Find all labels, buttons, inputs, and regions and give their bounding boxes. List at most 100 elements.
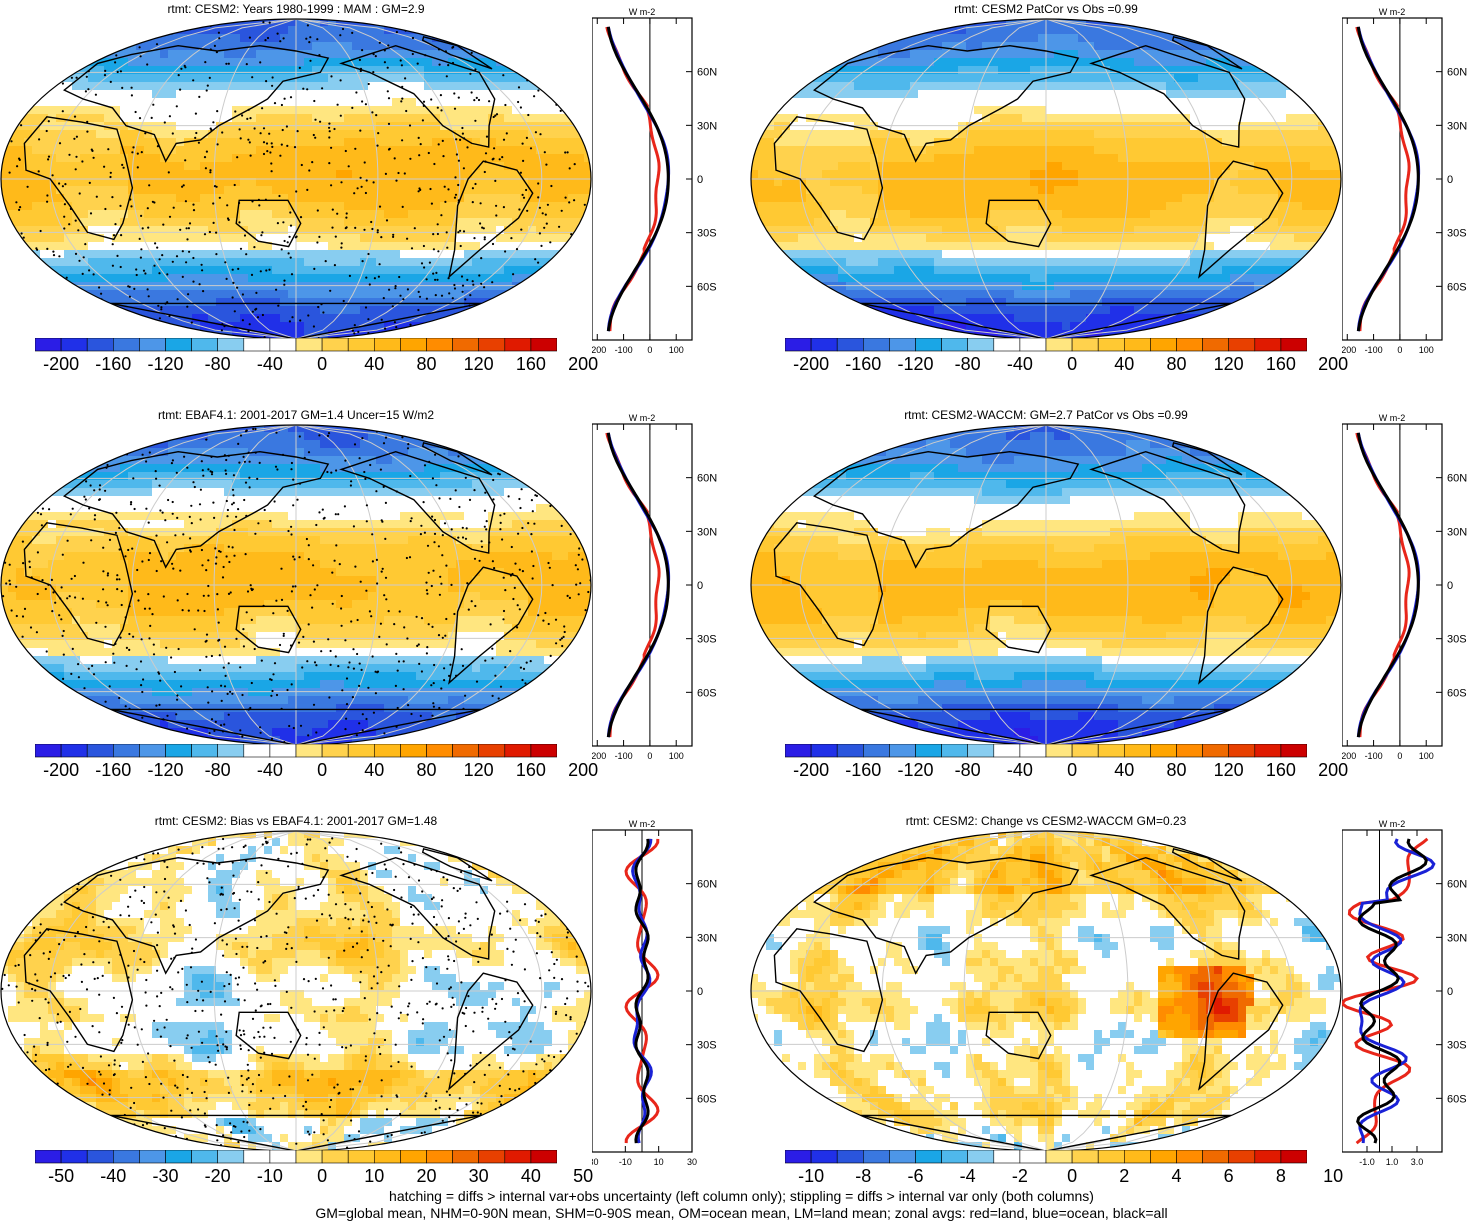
colorbar-swatch: [505, 744, 531, 757]
zonal-unit-label: W m-2: [629, 413, 656, 423]
zonal-series-land: [607, 27, 659, 331]
latitude-tick-label: 60N: [697, 67, 717, 79]
colorbar-swatch: [1150, 1150, 1176, 1163]
colorbar-swatch: [139, 338, 165, 351]
colorbar-swatch: [863, 744, 889, 757]
footer-note-hatching: hatching = diffs > internal var+obs unce…: [0, 1188, 1483, 1205]
colorbar-tick-label: 6: [1224, 1166, 1234, 1187]
latitude-tick-label: 60N: [697, 879, 717, 891]
zonal-x-tick-label: 100: [1419, 345, 1434, 355]
colorbar-swatch: [270, 744, 296, 757]
zonal-x-tick-label: 30: [687, 1157, 697, 1167]
colorbar-swatch: [61, 338, 87, 351]
colorbar-swatch: [1281, 1150, 1307, 1163]
colorbar-tick-label: 80: [1166, 760, 1186, 781]
colorbar-swatch: [531, 338, 557, 351]
colorbar-swatch: [1203, 1150, 1229, 1163]
colorbar-tick-label: 120: [1214, 760, 1244, 781]
colorbar-swatch: [1046, 744, 1072, 757]
colorbar-tick-label: 20: [416, 1166, 436, 1187]
footer-note-means: GM=global mean, NHM=0-90N mean, SHM=0-90…: [0, 1205, 1483, 1222]
colorbar-swatch: [348, 338, 374, 351]
colorbar-swatch: [1229, 1150, 1255, 1163]
colorbar-swatch: [87, 1150, 113, 1163]
colorbar-swatch: [453, 744, 479, 757]
zonal-unit-label: W m-2: [1379, 819, 1406, 829]
colorbar-swatch: [1020, 744, 1046, 757]
zonal-series-ocean: [608, 433, 668, 737]
colorbar-swatch: [322, 338, 348, 351]
colorbar-tick-label: 40: [364, 760, 384, 781]
colorbar-swatch: [531, 744, 557, 757]
zonal-x-tick-label: 100: [669, 345, 684, 355]
zonal-unit-label: W m-2: [1379, 413, 1406, 423]
latitude-tick-label: 0: [697, 580, 703, 592]
colorbar-tick-label: 120: [464, 760, 494, 781]
zonal-x-tick-label: -100: [1365, 751, 1383, 761]
colorbar-swatch: [139, 1150, 165, 1163]
latitude-tick-label: 30S: [697, 634, 717, 646]
colorbar-swatch: [374, 338, 400, 351]
colorbar-swatch: [1046, 1150, 1072, 1163]
colorbar-swatch: [218, 744, 244, 757]
latitude-tick-label: 60S: [697, 281, 717, 293]
colorbar: [785, 338, 1307, 352]
colorbar-swatch: [916, 338, 942, 351]
zonal-x-tick-label: -200: [592, 751, 606, 761]
colorbar-swatch: [244, 744, 270, 757]
world-map: [750, 424, 1342, 746]
latitude-tick-label: 30S: [697, 228, 717, 240]
colorbar-swatch: [166, 1150, 192, 1163]
colorbar-tick-label: -160: [845, 760, 881, 781]
colorbar-tick-label: 160: [1266, 760, 1296, 781]
colorbar-swatch: [1072, 338, 1098, 351]
zonal-series-land: [1357, 27, 1409, 331]
colorbar-swatch: [139, 744, 165, 757]
colorbar-tick-label: -6: [907, 1166, 923, 1187]
colorbar-tick-label: 8: [1276, 1166, 1286, 1187]
colorbar-swatch: [453, 338, 479, 351]
zonal-series-ocean: [1360, 839, 1434, 1143]
colorbar-tick-label: -200: [793, 354, 829, 375]
colorbar-swatch: [1098, 744, 1124, 757]
colorbar-swatch: [811, 338, 837, 351]
colorbar-swatch: [1229, 744, 1255, 757]
latitude-tick-label: 30N: [697, 932, 717, 944]
colorbar-swatch: [1046, 338, 1072, 351]
latitude-tick-label: 60N: [1447, 67, 1467, 79]
colorbar-swatch: [218, 1150, 244, 1163]
colorbar-swatch: [1098, 1150, 1124, 1163]
colorbar-swatch: [968, 338, 994, 351]
latitude-tick-label: 30N: [1447, 932, 1467, 944]
colorbar-swatch: [837, 744, 863, 757]
colorbar-tick-label: -40: [1007, 760, 1033, 781]
colorbar-tick-label: 40: [364, 354, 384, 375]
colorbar-tick-label: 160: [516, 354, 546, 375]
colorbar-tick-label: 160: [1266, 354, 1296, 375]
colorbar-swatch: [1281, 338, 1307, 351]
colorbar-tick-label: 80: [1166, 354, 1186, 375]
colorbar-swatch: [400, 744, 426, 757]
zonal-x-tick-label: 100: [669, 751, 684, 761]
colorbar-tick-label: -200: [43, 760, 79, 781]
zonal-x-tick-label: 0: [647, 751, 652, 761]
colorbar-swatch: [889, 338, 915, 351]
colorbar-swatch: [113, 744, 139, 757]
colorbar-swatch: [1150, 744, 1176, 757]
latitude-tick-label: 30N: [697, 120, 717, 132]
colorbar-tick-label: 0: [1067, 760, 1077, 781]
latitude-tick-label: 30N: [697, 526, 717, 538]
colorbar-tick-label: 10: [364, 1166, 384, 1187]
colorbar-swatch: [244, 1150, 270, 1163]
panel-title: rtmt: CESM2 PatCor vs Obs =0.99: [750, 2, 1342, 16]
latitude-tick-label: 60S: [1447, 281, 1467, 293]
colorbar-swatch: [348, 1150, 374, 1163]
colorbar-tick-label: -8: [855, 1166, 871, 1187]
latitude-tick-label: 60N: [1447, 879, 1467, 891]
colorbar-swatch: [296, 744, 322, 757]
latitude-tick-label: 60S: [1447, 687, 1467, 699]
